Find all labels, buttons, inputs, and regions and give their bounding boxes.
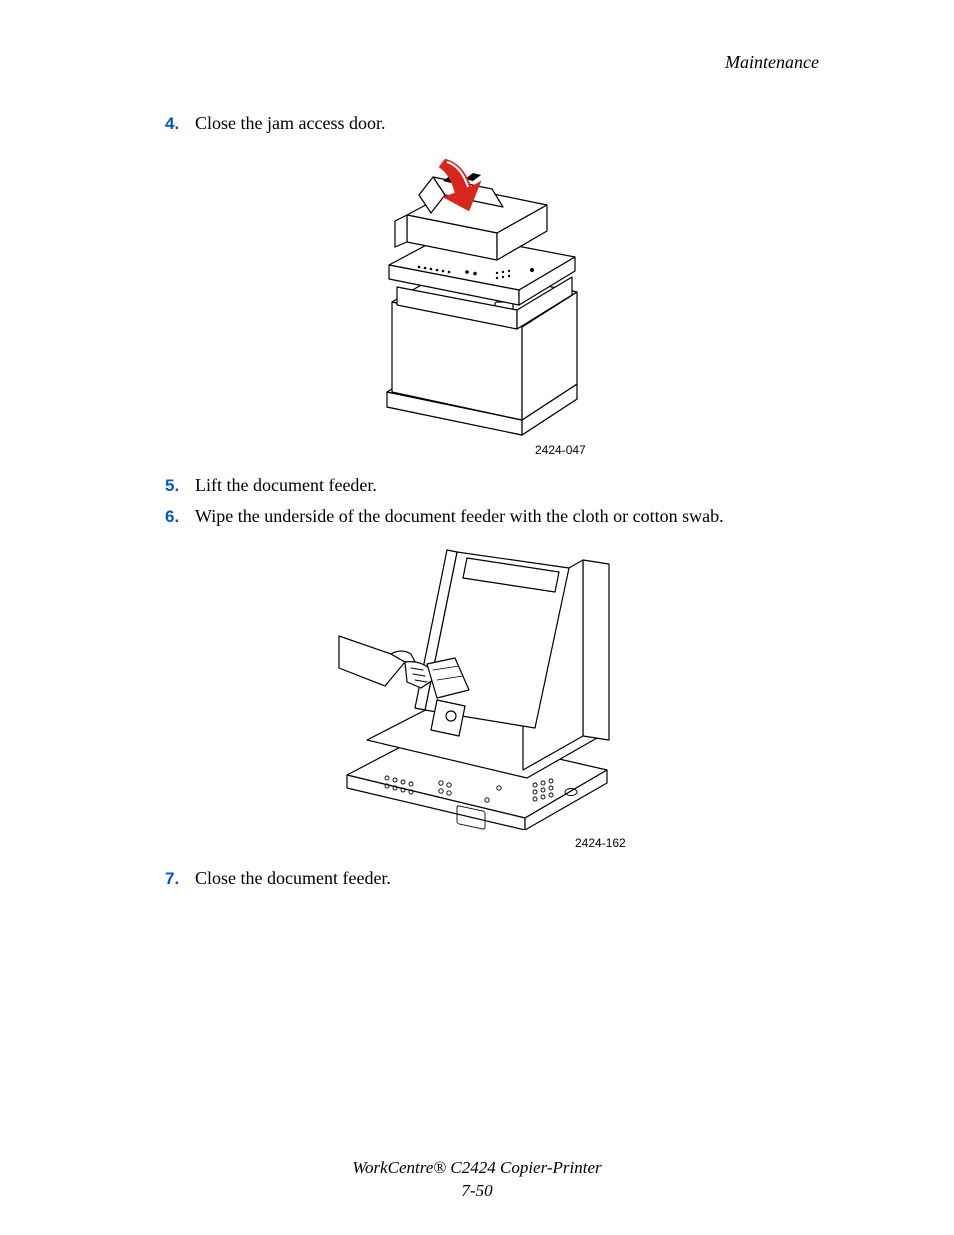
step-6: 6. Wipe the underside of the document fe… [165,504,819,528]
step-text: Close the document feeder. [195,866,391,890]
page-footer: WorkCentre® C2424 Copier-Printer 7-50 [0,1157,954,1203]
page-number: 7-50 [0,1180,954,1203]
step-number: 5. [165,476,195,496]
wipe-feeder-illustration-icon [337,540,617,830]
document-page: Maintenance 4. Close the jam access door… [0,0,954,1235]
printer-illustration-icon [347,147,607,437]
step-number: 7. [165,869,195,889]
step-5: 5. Lift the document feeder. [165,473,819,497]
figure-wipe-feeder: 2424-162 [135,540,819,850]
step-number: 6. [165,507,195,527]
figure-caption: 2424-162 [575,836,819,850]
step-text: Lift the document feeder. [195,473,377,497]
step-text: Wipe the underside of the document feede… [195,504,724,528]
section-title: Maintenance [725,52,819,72]
product-name: WorkCentre® C2424 Copier-Printer [0,1157,954,1180]
step-7: 7. Close the document feeder. [165,866,819,890]
step-number: 4. [165,114,195,134]
figure-close-jam-door: 2424-047 [135,147,819,457]
step-4: 4. Close the jam access door. [165,111,819,135]
figure-caption: 2424-047 [535,443,819,457]
step-text: Close the jam access door. [195,111,385,135]
running-header: Maintenance [135,52,819,73]
